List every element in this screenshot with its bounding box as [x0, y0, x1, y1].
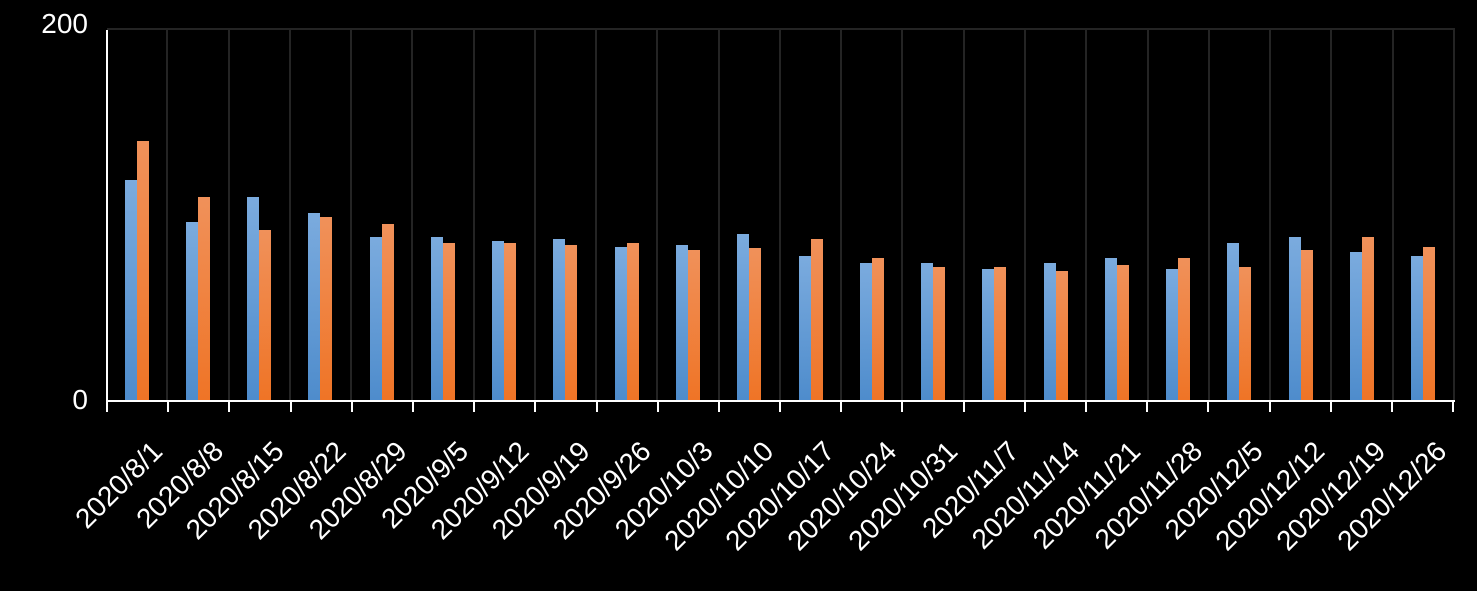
- bar-blue: [676, 244, 689, 400]
- category-cell: [536, 30, 598, 400]
- bar-orange: [1055, 270, 1068, 400]
- bar-orange: [381, 224, 394, 400]
- bar-orange: [1361, 237, 1374, 400]
- x-axis-tick: [228, 402, 231, 412]
- x-axis-tick: [1084, 402, 1087, 412]
- category-cell: [1271, 30, 1333, 400]
- bar-orange: [1300, 250, 1313, 400]
- bar-orange: [320, 216, 333, 400]
- bar-orange: [626, 242, 639, 400]
- category-cell: [291, 30, 353, 400]
- bar-orange: [1423, 246, 1436, 400]
- bar-orange: [565, 244, 578, 400]
- x-axis-tick: [1390, 402, 1393, 412]
- bar-orange: [1116, 265, 1129, 400]
- x-axis-line: [106, 400, 1455, 402]
- category-cell: [107, 30, 169, 400]
- x-axis-tick: [1452, 402, 1454, 412]
- category-cell: [352, 30, 414, 400]
- bar-orange: [259, 229, 272, 400]
- bar-blue: [982, 268, 995, 400]
- x-axis-tick: [1023, 402, 1026, 412]
- bar-orange: [871, 257, 884, 400]
- x-axis-tick: [167, 402, 170, 412]
- x-axis-tick: [1268, 402, 1271, 412]
- bar-blue: [185, 222, 198, 400]
- category-cell: [658, 30, 720, 400]
- bar-blue: [430, 237, 443, 400]
- category-cell: [1332, 30, 1394, 400]
- x-axis-tick: [901, 402, 904, 412]
- bar-blue: [1166, 268, 1179, 400]
- category-cell: [720, 30, 781, 400]
- x-axis-tick: [1207, 402, 1210, 412]
- bar-orange: [994, 266, 1007, 400]
- category-cell: [781, 30, 843, 400]
- bar-orange: [1239, 266, 1252, 400]
- category-cell: [597, 30, 659, 400]
- x-axis-tick: [289, 402, 292, 412]
- x-axis-tick: [1329, 402, 1332, 412]
- x-axis-tick: [840, 402, 843, 412]
- y-axis-tick-label-0: 0: [72, 384, 88, 415]
- category-cell: [230, 30, 291, 400]
- category-cell: [965, 30, 1026, 400]
- category-cell: [842, 30, 904, 400]
- x-axis-tick: [106, 402, 108, 412]
- category-cell: [1026, 30, 1088, 400]
- bar-blue: [614, 246, 627, 400]
- bar-blue: [1043, 263, 1056, 400]
- category-cell: [1149, 30, 1210, 400]
- x-axis-tick: [1146, 402, 1149, 412]
- plot-area: [107, 28, 1455, 400]
- bar-blue: [737, 233, 750, 400]
- bar-blue: [921, 263, 934, 400]
- category-cell: [1394, 30, 1453, 400]
- bar-blue: [1411, 255, 1424, 400]
- bar-orange: [136, 141, 149, 400]
- bar-blue: [492, 240, 505, 400]
- bar-blue: [553, 239, 566, 400]
- bar-blue: [308, 213, 321, 400]
- bar-orange: [933, 266, 946, 400]
- bar-orange: [749, 248, 762, 400]
- bar-blue: [247, 196, 260, 400]
- x-axis-tick: [473, 402, 476, 412]
- x-axis-tick: [411, 402, 414, 412]
- x-axis-tick: [779, 402, 781, 412]
- bar-blue: [1349, 252, 1362, 400]
- bar-blue: [1227, 242, 1240, 400]
- x-axis-tick: [717, 402, 720, 412]
- x-axis-tick: [962, 402, 965, 412]
- bar-blue: [1288, 237, 1301, 400]
- bar-orange: [442, 242, 455, 400]
- bar-orange: [688, 250, 701, 400]
- x-axis-tick: [534, 402, 537, 412]
- x-axis-tick: [656, 402, 659, 412]
- bar-orange: [1178, 257, 1191, 400]
- bar-blue: [859, 263, 872, 400]
- bar-blue: [798, 255, 811, 400]
- x-axis-tick: [350, 402, 353, 412]
- x-axis-tick: [595, 402, 598, 412]
- bar-blue: [124, 179, 137, 400]
- category-cell: [1210, 30, 1272, 400]
- bar-orange: [810, 239, 823, 400]
- bar-blue: [369, 237, 382, 400]
- category-cell: [168, 30, 230, 400]
- y-axis-tick-label-200: 200: [41, 8, 88, 39]
- bar-blue: [1104, 257, 1117, 400]
- category-cell: [413, 30, 475, 400]
- bar-orange: [197, 196, 210, 400]
- category-cell: [475, 30, 536, 400]
- bar-orange: [504, 242, 517, 400]
- category-cell: [903, 30, 965, 400]
- y-axis-line: [106, 30, 108, 402]
- category-cell: [1087, 30, 1149, 400]
